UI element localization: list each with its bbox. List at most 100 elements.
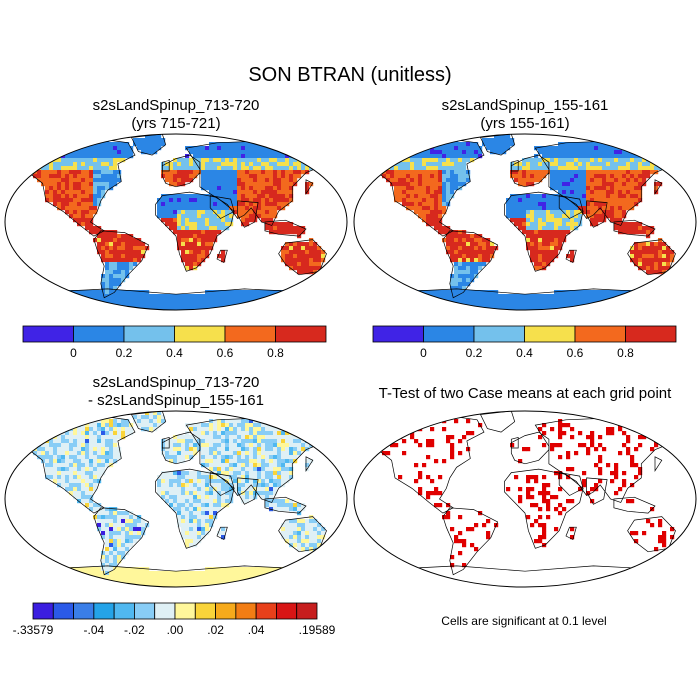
map-cell: [85, 471, 90, 476]
map-cell: [217, 194, 222, 199]
map-cell: [165, 575, 170, 580]
map-cell: [205, 507, 210, 512]
map-cell: [253, 439, 258, 444]
map-cell: [109, 290, 114, 295]
map-cell: [101, 451, 106, 456]
map-cell: [101, 575, 106, 580]
map-cell: [305, 266, 310, 271]
map-cell: [578, 290, 583, 295]
map-cell: [65, 298, 70, 303]
map-cell: [269, 198, 274, 203]
map-cell: [49, 467, 54, 472]
map-cell: [189, 262, 194, 267]
map-cell: [426, 142, 431, 147]
map-cell: [173, 495, 178, 500]
map-cell: [133, 298, 138, 303]
map-cell: [442, 202, 447, 207]
map-cell: [125, 419, 130, 424]
map-cell: [201, 178, 206, 183]
map-cell: [73, 166, 78, 171]
map-cell: [57, 206, 62, 211]
map-cell: [522, 170, 527, 175]
map-cell: [101, 194, 106, 199]
map-cell: [446, 166, 451, 171]
map-cell: [69, 214, 74, 219]
map-cell: [233, 487, 238, 492]
map-cell: [69, 483, 74, 488]
map-cell: [241, 439, 246, 444]
map-cell: [109, 571, 114, 576]
map-cell: [177, 230, 182, 235]
map-cell: [646, 266, 651, 271]
map-cell: [177, 218, 182, 223]
map-cell: [101, 439, 106, 444]
map-cell: [285, 222, 290, 227]
map-cell: [618, 290, 623, 295]
map-cell: [221, 214, 226, 219]
map-cell: [229, 447, 234, 452]
map-cell: [101, 278, 106, 283]
map-cell: [422, 306, 427, 310]
map-cell: [285, 503, 290, 508]
map-cell: [109, 158, 114, 163]
map-cell: [305, 306, 310, 310]
map-cell: [77, 415, 82, 420]
map-cell: [57, 447, 62, 452]
map-cell: [634, 262, 639, 267]
map-cell: [129, 531, 134, 536]
map-cell: [193, 202, 198, 207]
map-cell: [293, 226, 298, 231]
map-cell: [273, 298, 278, 303]
map-cell: [462, 290, 467, 295]
map-cell: [105, 166, 110, 171]
map-cell: [289, 467, 294, 472]
map-cell: [434, 162, 439, 167]
map-cell: [261, 491, 266, 496]
map-cell: [69, 194, 74, 199]
map-cell: [237, 483, 242, 488]
map-cell: [281, 162, 286, 167]
map-cell: [113, 547, 118, 552]
map-cell: [402, 154, 407, 159]
map-cell: [129, 523, 134, 528]
map-cell: [229, 435, 234, 440]
map-cell: [253, 182, 258, 187]
map-cell: [201, 463, 206, 468]
map-cell: [438, 138, 443, 143]
map-cell: [442, 146, 447, 151]
map-cell: [81, 154, 86, 159]
map-cell: [333, 551, 338, 556]
map-cell: [49, 290, 54, 295]
map-cell: [189, 543, 194, 548]
map-cell: [241, 495, 246, 500]
map-cell: [285, 479, 290, 484]
map-cell: [305, 543, 310, 548]
map-cell: [462, 258, 467, 263]
map-cell: [285, 166, 290, 171]
map-cell: [233, 419, 238, 424]
map-cell: [281, 246, 286, 251]
map-cell: [442, 170, 447, 175]
map-cell: [273, 162, 278, 167]
map-cell: [542, 174, 547, 179]
map-cell: [622, 298, 627, 303]
map-cell: [233, 206, 238, 211]
map-cell: [201, 507, 206, 512]
map-cell: [261, 423, 266, 428]
map-cell: [478, 154, 483, 159]
map-cell: [410, 170, 415, 175]
map-cell: [602, 306, 607, 310]
map-cell: [213, 290, 218, 295]
map-cell: [185, 519, 190, 524]
map-cell: [434, 190, 439, 195]
map-cell: [458, 290, 463, 295]
map-boundary: [4, 133, 348, 311]
map-cell: [462, 298, 467, 303]
map-cell: [61, 447, 66, 452]
map-cell: [253, 427, 258, 432]
map-cell: [426, 166, 431, 171]
map-cell: [466, 178, 471, 183]
map-cell: [97, 451, 102, 456]
map-cell: [606, 170, 611, 175]
map-cell: [205, 222, 210, 227]
